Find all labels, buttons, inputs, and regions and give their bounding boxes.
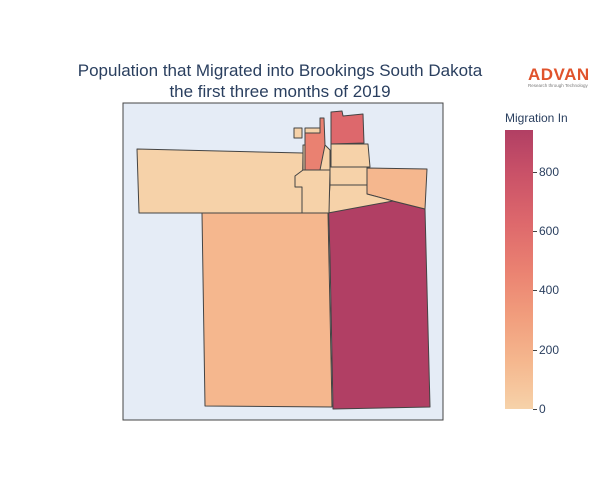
advan-logo: ADVAN Research through Technology [528,66,592,89]
region-west[interactable] [136,148,304,214]
region-north-west-pocket[interactable] [293,127,303,139]
colorbar [505,130,533,409]
region-center-right[interactable] [329,166,368,186]
region-south-east[interactable] [327,191,431,410]
colorbar-tick-label: 0 [539,402,546,416]
colorbar-tick-label: 200 [539,342,560,357]
colorbar-tick-label: 400 [539,283,560,298]
colorbar-tick-label: 800 [539,164,560,179]
colorbar-tick-mark [533,290,537,292]
colorbar-tick-mark [533,409,537,410]
chart-title: Population that Migrated into Brookings … [30,60,530,102]
colorbar-title: Migration In [505,111,568,125]
colorbar-tick-label: 600 [539,223,560,238]
logo-wordmark: ADVAN [528,65,590,84]
logo-tagline: Research through Technology [528,83,588,88]
region-north-right[interactable] [330,143,371,168]
region-north-top[interactable] [330,110,365,145]
title-line-1: Population that Migrated into Brookings … [77,61,483,80]
region-south-west[interactable] [201,212,333,408]
colorbar-tick-mark [533,349,537,351]
region-north-orange[interactable] [304,117,326,171]
colorbar-tick-mark [533,230,537,232]
colorbar-tick-mark [533,171,537,173]
title-line-2: the first three months of 2019 [169,82,391,101]
